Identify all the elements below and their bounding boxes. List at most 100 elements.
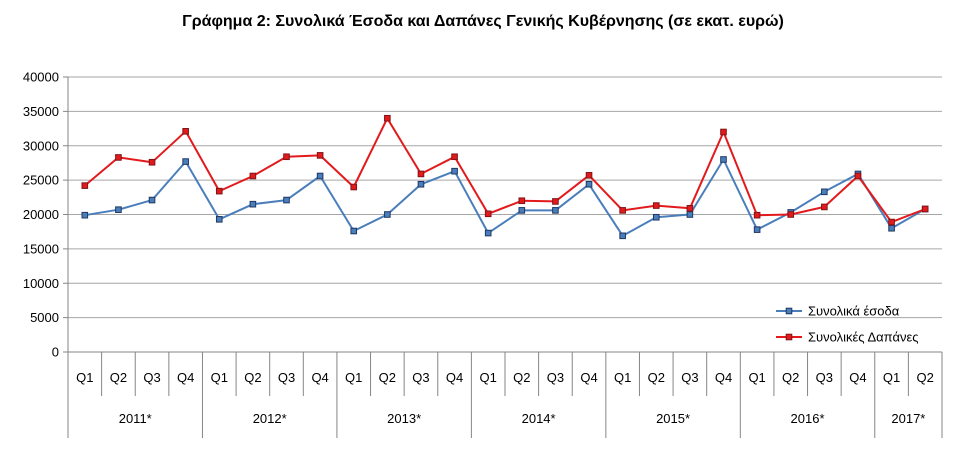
data-point-1 xyxy=(417,180,425,188)
data-point-1 xyxy=(753,226,761,233)
x-tick-label: Q1 xyxy=(345,370,362,385)
year-label: 2015* xyxy=(656,411,690,426)
data-point-2 xyxy=(552,198,559,205)
year-label: 2011* xyxy=(119,411,152,426)
series-line-2 xyxy=(84,117,926,224)
data-point-2 xyxy=(921,205,929,213)
x-tick-label: Q1 xyxy=(211,370,228,385)
data-point-2 xyxy=(753,211,761,219)
y-tick-label: 35000 xyxy=(23,104,59,119)
year-label: 2016* xyxy=(791,411,825,426)
data-point-2 xyxy=(585,172,593,179)
data-point-2 xyxy=(652,202,660,209)
data-point-2 xyxy=(888,218,895,226)
x-tick-label: Q4 xyxy=(580,370,597,385)
y-tick-label: 20000 xyxy=(23,207,59,222)
year-label: 2017* xyxy=(891,411,925,426)
x-tick-label: Q2 xyxy=(244,370,261,385)
data-point-2 xyxy=(686,205,694,212)
data-point-1 xyxy=(115,206,122,213)
data-point-1 xyxy=(484,229,492,237)
data-point-1 xyxy=(518,207,526,214)
legend-label-1: Συνολικά έσοδα xyxy=(808,304,900,319)
x-tick-label: Q2 xyxy=(648,370,665,385)
y-axis: 0 5000 10000 15000 20000 25000 30000 35000 40000 xyxy=(23,70,69,438)
x-tick-label: Q3 xyxy=(143,370,160,385)
legend-label-2: Συνολικές Δαπάνες xyxy=(808,330,919,345)
data-point-1 xyxy=(720,156,727,163)
data-point-2 xyxy=(484,210,492,218)
data-point-1 xyxy=(552,207,559,214)
x-tick-label: Q4 xyxy=(849,370,866,385)
x-tick-label: Q1 xyxy=(76,370,93,385)
data-point-2 xyxy=(316,152,324,159)
x-tick-label: Q3 xyxy=(547,370,564,385)
data-point-2 xyxy=(249,172,257,180)
x-tick-label: Q1 xyxy=(883,370,900,385)
x-tick-label: Q4 xyxy=(177,370,194,385)
x-tick-label: Q4 xyxy=(715,370,732,385)
data-point-2 xyxy=(215,187,223,195)
data-point-2 xyxy=(720,128,727,136)
data-point-2 xyxy=(81,182,89,189)
data-point-2 xyxy=(350,183,358,191)
y-tick-label: 15000 xyxy=(23,241,59,256)
y-tick-label: 0 xyxy=(52,345,59,360)
y-tick-label: 10000 xyxy=(23,276,59,291)
data-point-2 xyxy=(384,114,391,122)
data-point-1 xyxy=(215,216,223,223)
data-point-1 xyxy=(585,180,593,188)
y-tick-label: 5000 xyxy=(30,310,59,325)
x-axis: Q1 Q2 Q3 Q4 Q1 Q2 Q3 Q4 Q1 Q2 Q3 Q4 Q1 Q2 Q3 Q4 Q1 Q2 Q3 Q4… xyxy=(67,351,943,438)
year-label: 2013* xyxy=(387,411,421,426)
x-tick-label: Q2 xyxy=(110,370,127,385)
series-group xyxy=(81,114,929,240)
x-tick-label: Q1 xyxy=(748,370,765,385)
y-tick-label: 25000 xyxy=(23,173,59,188)
x-tick-label: Q3 xyxy=(278,370,295,385)
data-point-2 xyxy=(283,153,290,161)
x-tick-label: Q3 xyxy=(816,370,833,385)
year-label: 2014* xyxy=(522,411,556,426)
data-point-2 xyxy=(619,207,626,214)
data-point-2 xyxy=(451,153,458,161)
data-point-1 xyxy=(619,232,626,240)
data-point-2 xyxy=(148,158,156,166)
gridlines xyxy=(68,76,942,319)
data-point-2 xyxy=(518,197,526,205)
x-tick-label: Q2 xyxy=(379,370,396,385)
data-point-2 xyxy=(115,154,122,161)
x-tick-label: Q1 xyxy=(614,370,631,385)
data-point-1 xyxy=(686,211,694,218)
data-point-1 xyxy=(888,224,895,232)
x-tick-label: Q4 xyxy=(311,370,328,385)
x-tick-label: Q2 xyxy=(513,370,530,385)
data-point-1 xyxy=(316,172,324,180)
data-point-1 xyxy=(182,158,189,165)
data-point-2 xyxy=(182,128,189,135)
data-point-1 xyxy=(249,200,257,208)
x-tick-label: Q2 xyxy=(782,370,799,385)
y-tick-label: 40000 xyxy=(23,70,59,85)
data-point-1 xyxy=(821,188,828,196)
chart-title: Γράφημα 2: Συνολικά Έσοδα και Δαπάνες Γε… xyxy=(182,13,784,30)
x-tick-label: Q3 xyxy=(681,370,698,385)
series-line-1 xyxy=(84,158,926,237)
data-point-1 xyxy=(283,196,290,204)
legend-marker-2 xyxy=(785,333,793,341)
data-point-2 xyxy=(854,172,862,180)
year-label: 2012* xyxy=(253,411,287,426)
legend-marker-1 xyxy=(785,307,793,315)
x-tick-label: Q1 xyxy=(480,370,497,385)
data-point-2 xyxy=(821,203,828,211)
data-point-1 xyxy=(384,211,391,218)
data-point-2 xyxy=(787,211,795,218)
data-point-1 xyxy=(81,211,89,219)
data-point-2 xyxy=(417,170,425,178)
x-tick-label: Q3 xyxy=(412,370,429,385)
legend: Συνολικά έσοδα Συνολικές Δαπάνες xyxy=(776,304,919,345)
data-point-1 xyxy=(148,196,156,204)
data-point-1 xyxy=(652,213,660,221)
data-point-1 xyxy=(350,227,358,235)
